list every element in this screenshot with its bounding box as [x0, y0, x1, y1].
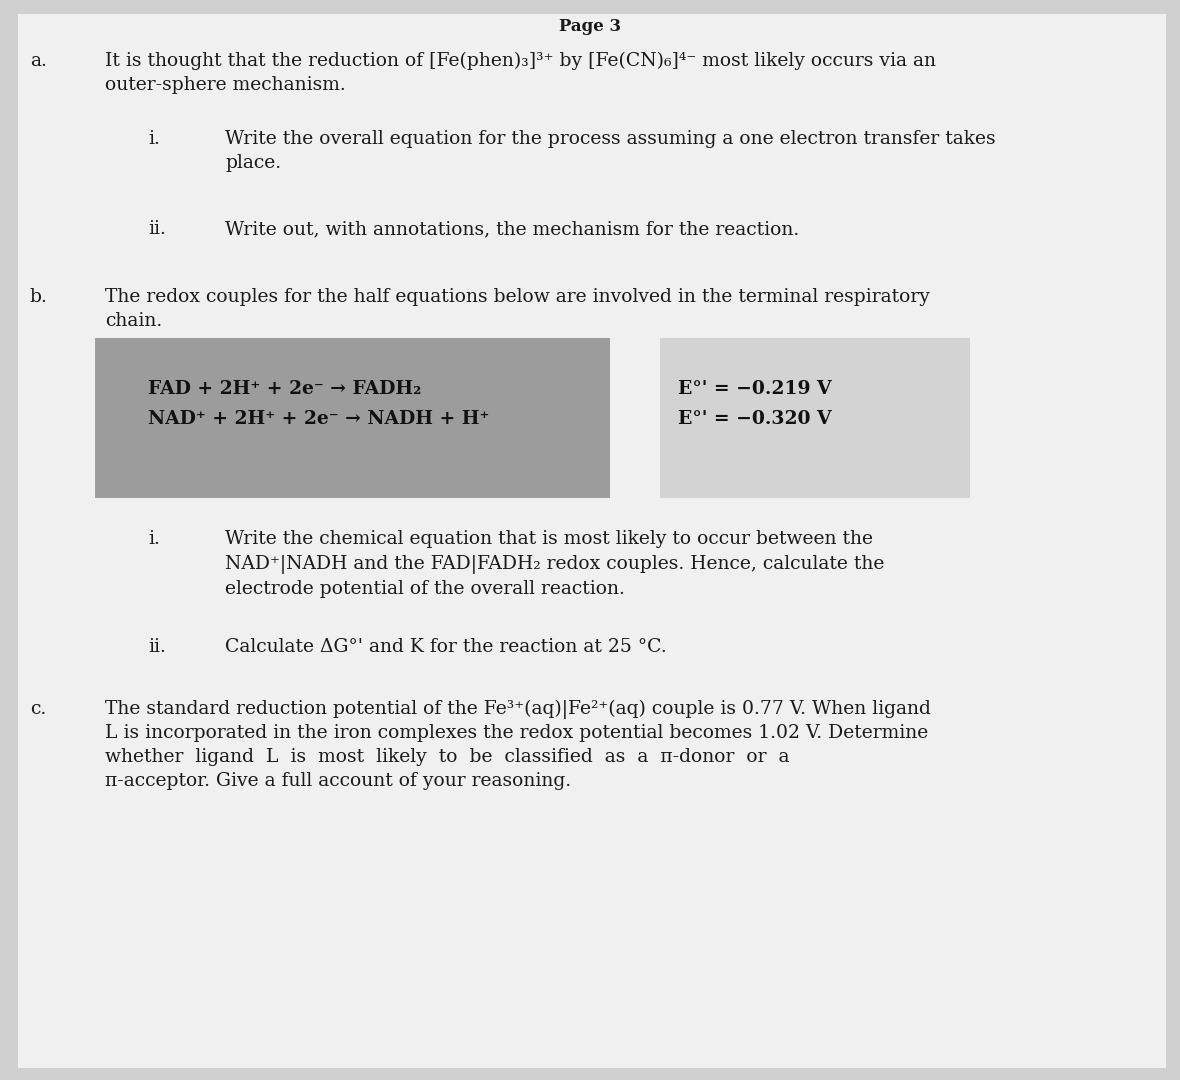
- Text: Write the chemical equation that is most likely to occur between the: Write the chemical equation that is most…: [225, 530, 873, 548]
- Text: outer-sphere mechanism.: outer-sphere mechanism.: [105, 76, 346, 94]
- Bar: [96, 338, 610, 498]
- Text: whether  ligand  L  is  most  likely  to  be  classified  as  a  π-donor  or  a: whether ligand L is most likely to be cl…: [105, 748, 789, 766]
- Text: a.: a.: [30, 52, 47, 70]
- Text: chain.: chain.: [105, 312, 162, 330]
- Text: E°' = −0.320 V: E°' = −0.320 V: [678, 410, 832, 428]
- Text: FAD + 2H⁺ + 2e⁻ → FADH₂: FAD + 2H⁺ + 2e⁻ → FADH₂: [148, 380, 421, 399]
- Text: c.: c.: [30, 700, 46, 718]
- Text: NAD⁺ + 2H⁺ + 2e⁻ → NADH + H⁺: NAD⁺ + 2H⁺ + 2e⁻ → NADH + H⁺: [148, 410, 490, 428]
- Text: place.: place.: [225, 154, 281, 172]
- Bar: [660, 338, 970, 498]
- Text: ii.: ii.: [148, 638, 166, 656]
- Text: b.: b.: [30, 288, 48, 306]
- Text: Page 3: Page 3: [559, 18, 621, 35]
- Text: Write out, with annotations, the mechanism for the reaction.: Write out, with annotations, the mechani…: [225, 220, 799, 238]
- Text: L is incorporated in the iron complexes the redox potential becomes 1.02 V. Dete: L is incorporated in the iron complexes …: [105, 724, 929, 742]
- Text: ii.: ii.: [148, 220, 166, 238]
- Text: E°' = −0.219 V: E°' = −0.219 V: [678, 380, 832, 399]
- Text: The standard reduction potential of the Fe³⁺(aq)|Fe²⁺(aq) couple is 0.77 V. When: The standard reduction potential of the …: [105, 700, 931, 719]
- Text: π-acceptor. Give a full account of your reasoning.: π-acceptor. Give a full account of your …: [105, 772, 571, 789]
- Text: electrode potential of the overall reaction.: electrode potential of the overall react…: [225, 580, 625, 598]
- Text: NAD⁺|NADH and the FAD|FADH₂ redox couples. Hence, calculate the: NAD⁺|NADH and the FAD|FADH₂ redox couple…: [225, 555, 884, 573]
- Text: Write the overall equation for the process assuming a one electron transfer take: Write the overall equation for the proce…: [225, 130, 996, 148]
- Text: It is thought that the reduction of [Fe(phen)₃]³⁺ by [Fe(CN)₆]⁴⁻ most likely occ: It is thought that the reduction of [Fe(…: [105, 52, 936, 70]
- Text: i.: i.: [148, 530, 159, 548]
- Text: Calculate ΔG°' and K for the reaction at 25 °C.: Calculate ΔG°' and K for the reaction at…: [225, 638, 667, 656]
- Text: i.: i.: [148, 130, 159, 148]
- Text: The redox couples for the half equations below are involved in the terminal resp: The redox couples for the half equations…: [105, 288, 930, 306]
